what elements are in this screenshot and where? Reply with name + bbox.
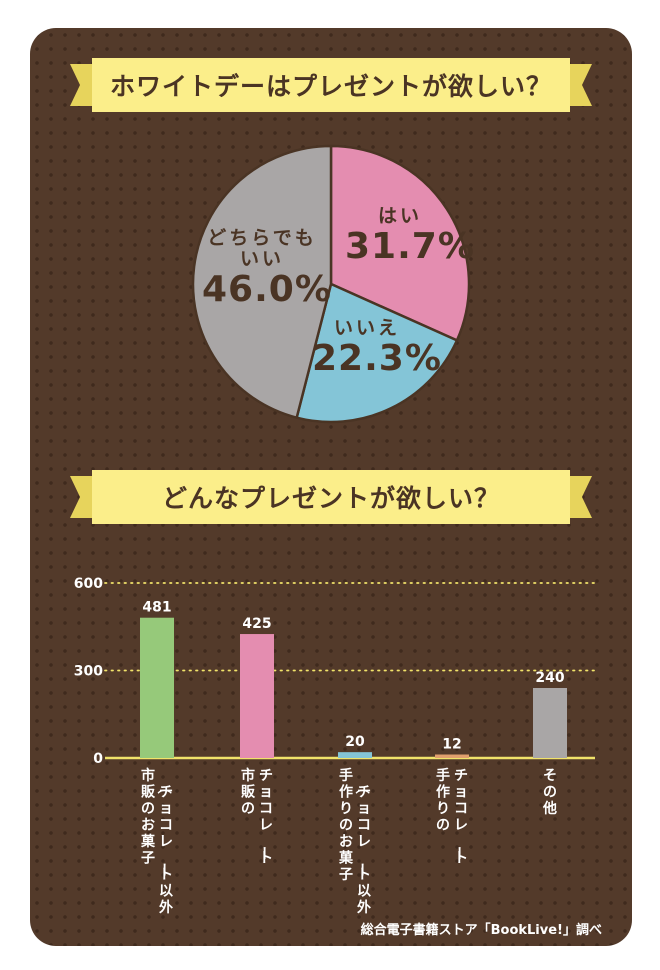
category-label: 市販のお菓子: [140, 767, 156, 867]
question-banner-2: どんなプレゼントが欲しい？: [70, 468, 592, 526]
question-1-title: ホワイトデーはプレゼントが欲しい？: [109, 72, 552, 101]
category-label: 手作りのお菓子: [338, 767, 354, 883]
bar-value-label: 425: [242, 616, 271, 632]
pie-label-no-value: 22.3%: [312, 337, 442, 379]
pie-label-either-value: 46.0%: [202, 268, 332, 310]
category-label: （チョコレート以外）: [353, 780, 371, 918]
question-banner-1: ホワイトデーはプレゼントが欲しい？: [70, 56, 592, 114]
bar-4: [533, 688, 567, 758]
pie-label-either-name-2: いい: [239, 247, 284, 270]
y-tick-label: 600: [74, 576, 103, 592]
question-2-title: どんなプレゼントが欲しい？: [161, 484, 500, 513]
source-credit: 総合電子書籍ストア「BookLive!」調べ: [360, 923, 602, 938]
category-label: チョコレート: [450, 768, 468, 867]
pie-label-either: どちらでも いい 46.0%: [202, 227, 332, 310]
category-label: その他: [542, 768, 557, 817]
pie-slice-2: [191, 144, 333, 419]
bar-2: [338, 752, 372, 758]
bar-1: [240, 634, 274, 758]
infographic-card: ホワイトデーはプレゼントが欲しい？ はい 31.7% いいえ 22.3% どちら…: [30, 28, 632, 946]
pie-label-yes-name: はい: [377, 205, 422, 227]
bar-value-label: 481: [142, 600, 171, 616]
category-label: 手作りの: [436, 767, 450, 834]
pie-slice-0: [329, 144, 471, 342]
category-label: 市販の: [241, 767, 256, 817]
category-label: チョコレート: [255, 768, 273, 867]
bar-0: [140, 617, 174, 758]
y-tick-label: 300: [74, 664, 103, 680]
bar-value-label: 240: [535, 670, 564, 686]
bar-3: [435, 754, 469, 758]
bar-chart: 0300600481市販のお菓子（チョコレート以外）425市販のチョコレート20…: [74, 576, 596, 918]
pie-slice-1: [295, 282, 459, 424]
ribbon-shape: [70, 58, 592, 112]
category-label: （チョコレート以外）: [155, 780, 173, 918]
bar-value-label: 20: [345, 734, 365, 750]
pie-chart: [191, 144, 471, 424]
pie-label-no: いいえ 22.3%: [312, 317, 442, 379]
pie-label-yes: はい 31.7%: [345, 205, 475, 267]
pie-label-no-name: いいえ: [333, 317, 400, 339]
bar-value-label: 12: [442, 737, 461, 753]
ribbon-shape-2: [70, 470, 592, 524]
pie-label-yes-value: 31.7%: [345, 225, 475, 267]
pie-label-either-name-1: どちらでも: [207, 227, 317, 249]
y-tick-label: 0: [93, 751, 103, 767]
